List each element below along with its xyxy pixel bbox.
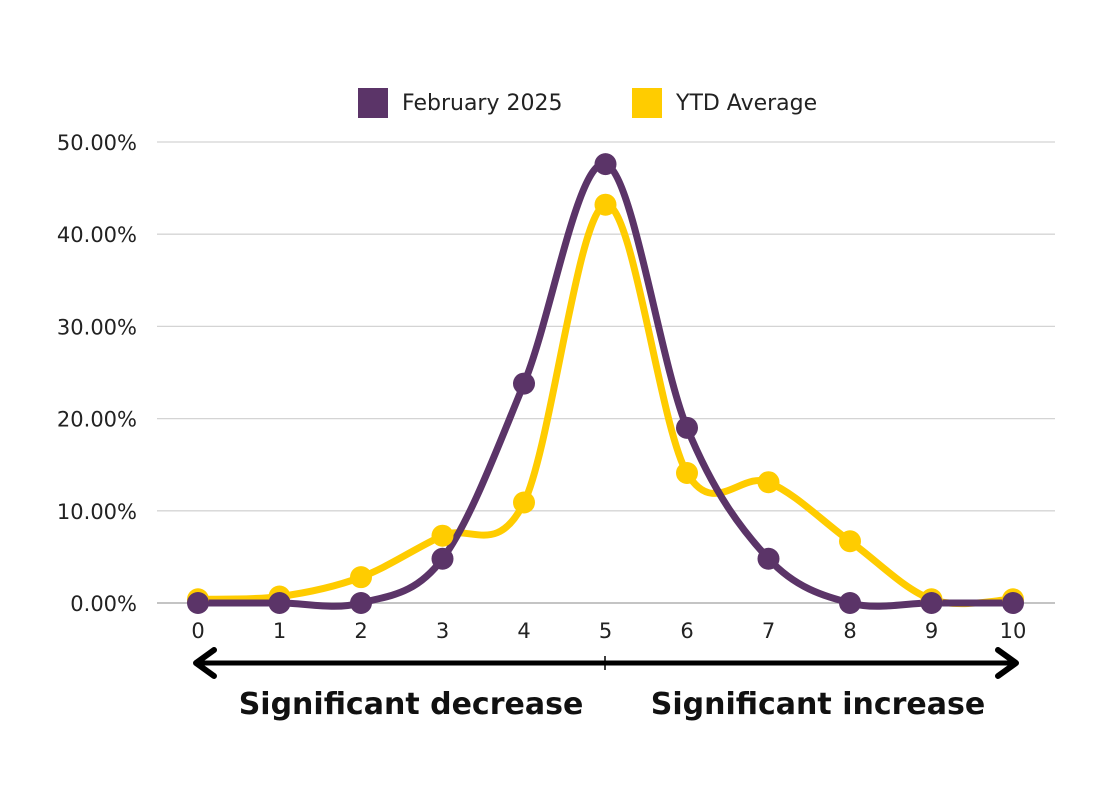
x-tick-label: 9 <box>925 619 938 643</box>
x-tick-label: 0 <box>191 619 204 643</box>
scale-arrow <box>193 647 1019 679</box>
legend-label-ytd-average: YTD Average <box>675 91 817 116</box>
x-tick-label: 7 <box>762 619 775 643</box>
data-point-ytd-average <box>594 193 617 216</box>
x-tick-label: 4 <box>517 619 530 643</box>
significant-decrease-label: Significant decrease <box>239 687 584 722</box>
data-point-february-2025 <box>268 592 291 614</box>
x-tick-label: 3 <box>436 619 449 643</box>
y-tick-label: 10.00% <box>57 500 137 524</box>
data-point-ytd-average <box>431 524 454 547</box>
scale-arrow-right-head <box>995 647 1019 679</box>
x-tick-label: 10 <box>1000 619 1027 643</box>
data-point-february-2025 <box>676 416 698 439</box>
data-point-ytd-average <box>350 566 372 589</box>
series-lines <box>194 160 1017 610</box>
y-axis-tick-labels: 0.00% 10.00% 20.00% 30.00% 40.00% 50.00% <box>57 131 137 616</box>
legend-swatch-february-2025 <box>358 88 388 118</box>
x-tick-label: 2 <box>354 619 367 643</box>
data-point-ytd-average <box>513 491 535 514</box>
significant-increase-label: Significant increase <box>651 687 985 722</box>
data-point-february-2025 <box>513 372 535 395</box>
data-point-february-2025 <box>920 592 943 614</box>
y-tick-label: 50.00% <box>57 131 137 155</box>
x-tick-label: 5 <box>599 619 612 643</box>
x-axis-tick-labels: 0 1 2 3 4 5 6 7 8 9 10 <box>191 619 1026 643</box>
y-tick-label: 20.00% <box>57 408 137 432</box>
x-tick-label: 6 <box>680 619 693 643</box>
data-point-february-2025 <box>350 592 372 614</box>
scale-arrow-left-head <box>193 647 217 679</box>
data-point-ytd-average <box>757 471 780 494</box>
series-line-ytd-average <box>194 201 1017 608</box>
series-points <box>187 153 1024 614</box>
data-point-ytd-average <box>839 530 861 553</box>
data-point-ytd-average <box>676 461 698 484</box>
y-tick-label: 40.00% <box>57 223 137 247</box>
data-point-february-2025 <box>431 547 454 570</box>
data-point-february-2025 <box>757 547 780 570</box>
data-point-february-2025 <box>594 153 617 176</box>
series-line-february-2025 <box>194 160 1017 610</box>
legend-label-february-2025: February 2025 <box>402 91 562 116</box>
data-point-february-2025 <box>187 592 209 614</box>
legend-swatch-ytd-average <box>632 88 662 118</box>
legend: February 2025 YTD Average <box>358 88 817 118</box>
x-tick-label: 1 <box>273 619 286 643</box>
y-tick-label: 0.00% <box>70 592 137 616</box>
y-tick-label: 30.00% <box>57 315 137 339</box>
x-tick-label: 8 <box>843 619 856 643</box>
data-point-february-2025 <box>839 592 861 614</box>
data-point-february-2025 <box>1002 592 1024 614</box>
